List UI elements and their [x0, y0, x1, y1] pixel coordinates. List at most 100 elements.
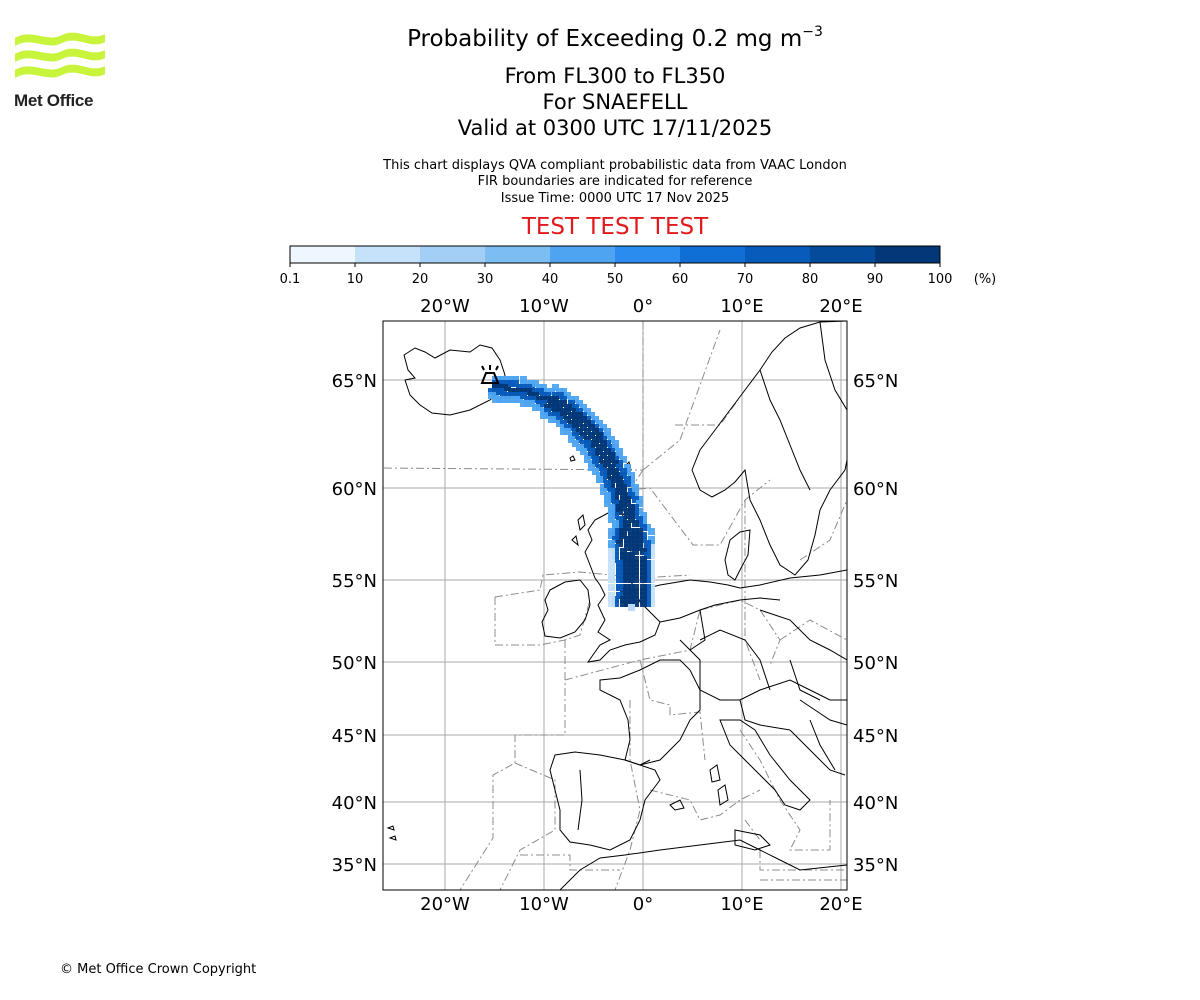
plume-cell — [644, 596, 651, 603]
plume-cell — [636, 500, 643, 507]
plume-cell — [492, 396, 499, 403]
plume-cell — [624, 576, 631, 583]
plume-cell — [512, 380, 519, 387]
colorbar-tick-label: 20 — [412, 272, 429, 287]
plume-cell — [600, 472, 607, 479]
plume-cell — [500, 376, 507, 383]
colorbar-tick-label: 100 — [928, 272, 953, 287]
plume-cell — [608, 504, 615, 511]
plume-cell — [532, 388, 539, 395]
plume-cell — [608, 532, 615, 539]
plume-cell — [624, 596, 631, 603]
plume-cell — [620, 492, 627, 499]
plume-cell — [632, 560, 639, 567]
plume-cell — [628, 600, 635, 607]
plume-cell — [600, 452, 607, 459]
plume-cell — [612, 544, 619, 551]
plume-cell — [632, 520, 639, 527]
plume-cell — [616, 572, 623, 579]
plume-cell — [632, 532, 639, 539]
plume-cell — [556, 388, 563, 395]
plume-cell — [628, 588, 635, 595]
plume-cell — [608, 492, 615, 499]
plume-cell — [616, 540, 623, 547]
plume-cell — [620, 520, 627, 527]
plume-cell — [620, 592, 627, 599]
plume-cell — [648, 528, 655, 535]
plume-cell — [640, 524, 647, 531]
volcano-name: For SNAEFELL — [542, 90, 688, 114]
plume-cell — [540, 384, 547, 391]
plume-cell — [620, 560, 627, 567]
plume-cell — [648, 568, 655, 575]
plume-cell — [544, 396, 551, 403]
plume-cell — [640, 520, 647, 527]
colorbar-tick-label: 60 — [672, 272, 689, 287]
plume-cell — [612, 508, 619, 515]
plume-cell — [648, 588, 655, 595]
plume-cell — [608, 508, 615, 515]
plume-cell — [552, 396, 559, 403]
plume-cell — [552, 412, 559, 419]
plume-cell — [624, 540, 631, 547]
plume-cell — [564, 408, 571, 415]
plume-cell — [528, 392, 535, 399]
plume-cell — [640, 588, 647, 595]
plume-cell — [632, 556, 639, 563]
plume-cell — [524, 380, 531, 387]
plume-cell — [576, 408, 583, 415]
plume-cell — [604, 456, 611, 463]
plume-cell — [540, 408, 547, 415]
plume-cell — [616, 480, 623, 487]
plume-cell — [608, 448, 615, 455]
issue-time: Issue Time: 0000 UTC 17 Nov 2025 — [500, 191, 730, 206]
plume-cell — [552, 400, 559, 407]
plume-cell — [640, 512, 647, 519]
plume-cell — [648, 576, 655, 583]
met-office-waves-icon — [15, 32, 105, 78]
plume-cell — [608, 456, 615, 463]
plume-cell — [620, 588, 627, 595]
plume-cell — [560, 392, 567, 399]
plume-cell — [536, 404, 543, 411]
plume-cell — [548, 400, 555, 407]
plume-cell — [624, 552, 631, 559]
plume-cell — [608, 544, 615, 551]
plume-cell — [528, 384, 535, 391]
plume-cell — [640, 596, 647, 603]
plume-cell — [620, 584, 627, 591]
plume-cell — [604, 428, 611, 435]
plume-cell — [608, 592, 615, 599]
plume-cell — [608, 436, 615, 443]
plume-cell — [504, 376, 511, 383]
plume-cell — [624, 524, 631, 531]
plume-cell — [612, 556, 619, 563]
plume-cell — [624, 476, 631, 483]
plume-cell — [612, 460, 619, 467]
plume-cell — [636, 540, 643, 547]
plume-cell — [624, 600, 631, 607]
plume-cell — [616, 592, 623, 599]
plume-cell — [640, 548, 647, 555]
plume-cell — [600, 444, 607, 451]
plume-cell — [604, 500, 611, 507]
plume-cell — [644, 568, 651, 575]
plume-cell — [628, 528, 635, 535]
plume-cell — [636, 516, 643, 523]
plume-cell — [492, 384, 499, 391]
plume-cell — [580, 444, 587, 451]
colorbar-tick-label: 50 — [607, 272, 624, 287]
plume-cell — [524, 388, 531, 395]
plume-cell — [524, 400, 531, 407]
plume-cell — [648, 548, 655, 555]
plume-cell — [588, 432, 595, 439]
plume-cell — [608, 596, 615, 603]
plume-cell — [612, 488, 619, 495]
plume-cell — [644, 588, 651, 595]
plume-cell — [628, 592, 635, 599]
colorbar-tick-label: 10 — [347, 272, 364, 287]
plume-cell — [596, 464, 603, 471]
plume-cell — [648, 536, 655, 543]
plume-cell — [592, 416, 599, 423]
plume-cell — [632, 584, 639, 591]
